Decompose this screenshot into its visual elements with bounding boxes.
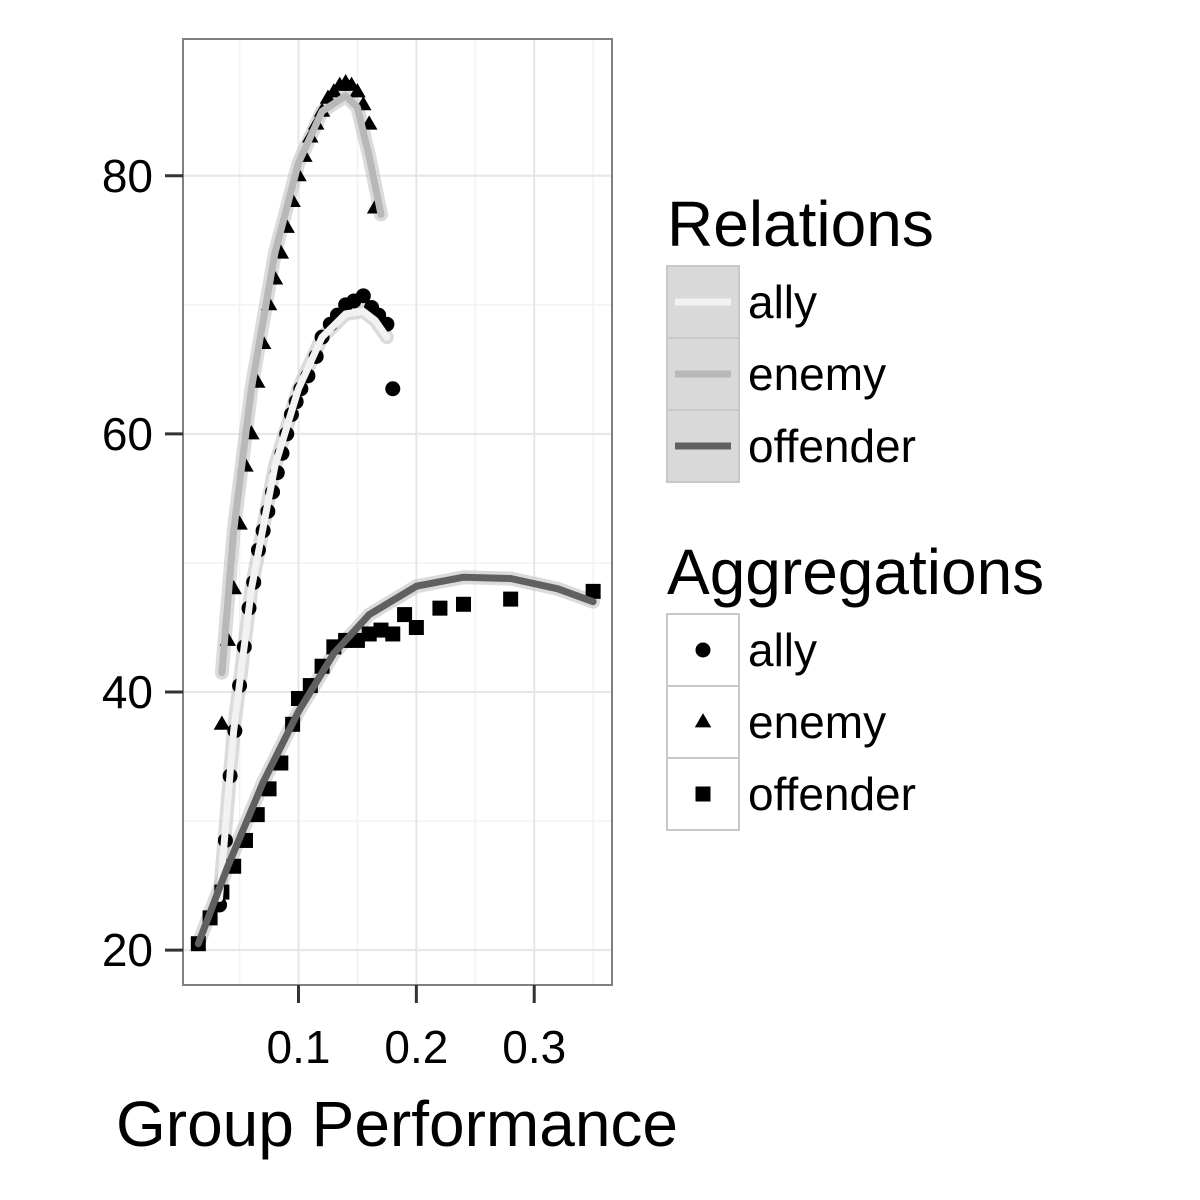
legends: Relations ally enemy offender Aggregations al… bbox=[666, 188, 1044, 831]
x-tick-label: 0.2 bbox=[384, 1021, 448, 1073]
legend-key-bg bbox=[666, 613, 740, 687]
point-enemy bbox=[349, 83, 366, 98]
legend-label: enemy bbox=[748, 696, 886, 748]
panel-border bbox=[182, 38, 613, 986]
legend-label: ally bbox=[748, 624, 817, 676]
y-tick-label: 80 bbox=[102, 150, 153, 202]
point-offender bbox=[432, 600, 448, 616]
point-ally bbox=[355, 288, 371, 304]
fit-line-ally bbox=[216, 307, 391, 902]
point-offender bbox=[373, 622, 389, 638]
y-tick-label: 40 bbox=[102, 666, 153, 718]
fit-line-offender bbox=[194, 573, 597, 948]
legend-label: ally bbox=[748, 276, 817, 328]
point-ally bbox=[385, 381, 401, 397]
point-offender bbox=[456, 596, 471, 612]
legend-title-relations: Relations bbox=[667, 188, 934, 260]
legend-marker-triangle bbox=[694, 713, 712, 728]
point-enemy bbox=[213, 715, 231, 730]
point-offender bbox=[361, 626, 377, 642]
data-points bbox=[190, 74, 601, 952]
y-tick-label: 20 bbox=[102, 924, 153, 976]
axes: 20 40 60 80 0.1 0.2 0.3 bbox=[102, 150, 566, 1073]
legend-marker-square bbox=[695, 786, 711, 802]
point-offender bbox=[585, 583, 601, 599]
point-offender bbox=[385, 626, 401, 642]
y-tick-label: 60 bbox=[102, 408, 153, 460]
point-offender bbox=[397, 607, 413, 623]
x-tick-label: 0.3 bbox=[502, 1021, 566, 1073]
legend-label: offender bbox=[748, 768, 916, 820]
legend-label: offender bbox=[748, 420, 916, 472]
fit-line-enemy bbox=[218, 92, 385, 677]
legend-label: enemy bbox=[748, 348, 886, 400]
x-tick-label: 0.1 bbox=[267, 1021, 331, 1073]
legend-title-aggregations: Aggregations bbox=[667, 536, 1044, 608]
point-offender bbox=[408, 620, 424, 636]
x-axis-title: Group Performance bbox=[116, 1088, 678, 1160]
legend-marker-circle bbox=[695, 642, 711, 658]
point-offender bbox=[503, 591, 519, 607]
